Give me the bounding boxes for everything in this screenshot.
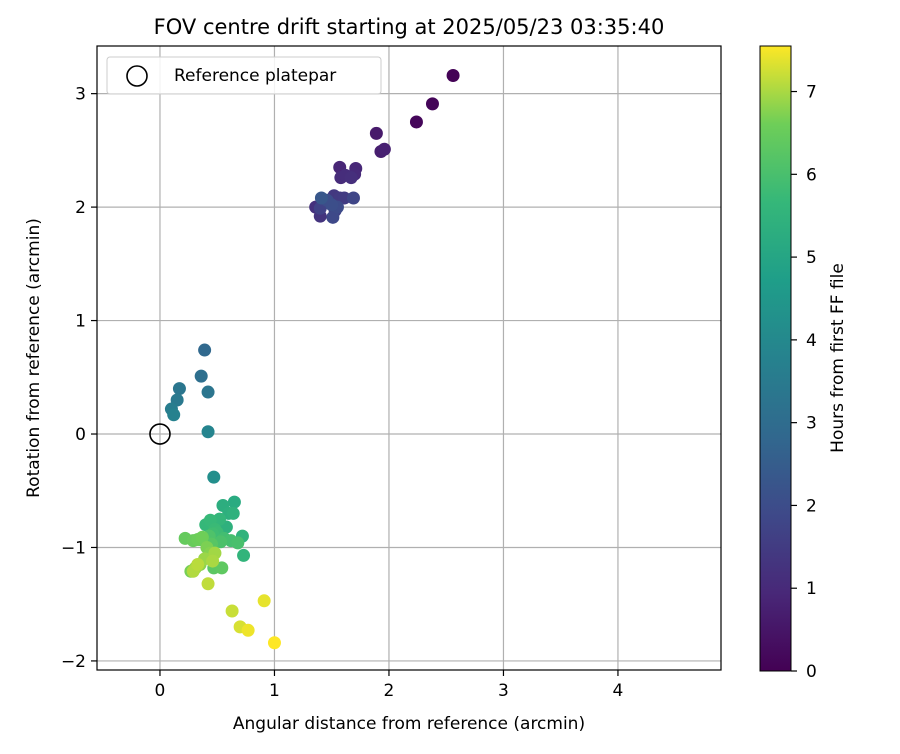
data-point	[231, 536, 245, 550]
x-tick-label: 3	[498, 681, 509, 701]
data-point	[446, 68, 460, 82]
data-point	[325, 198, 339, 212]
data-point	[194, 369, 208, 383]
data-point	[377, 142, 391, 156]
colorbar-label: Hours from first FF file	[828, 263, 848, 453]
legend: Reference platepar	[106, 56, 382, 95]
data-point	[237, 548, 251, 562]
data-point	[201, 385, 215, 399]
data-point	[227, 495, 241, 509]
x-axis-label: Angular distance from reference (arcmin)	[233, 714, 585, 734]
data-point	[344, 171, 358, 185]
y-tick-label: 0	[75, 425, 86, 445]
colorbar-tick-label: 3	[806, 414, 817, 434]
data-point	[191, 557, 205, 571]
data-point	[207, 470, 221, 484]
data-point	[346, 191, 360, 205]
y-tick-label: 3	[75, 85, 86, 105]
colorbar: 0 1 2 3 4 5 6 7 Hours from first FF file	[759, 45, 848, 682]
data-point	[167, 408, 181, 422]
x-tick-label: 1	[269, 681, 280, 701]
data-point	[369, 126, 383, 140]
data-point	[241, 623, 255, 637]
x-axis-ticks: 0 1 2 3 4	[155, 670, 624, 701]
x-tick-label: 4	[613, 681, 624, 701]
data-point	[198, 343, 212, 357]
data-point	[172, 382, 186, 396]
reference-platepar-marker	[149, 423, 171, 445]
colorbar-tick-label: 6	[806, 165, 817, 185]
y-tick-label: 1	[75, 312, 86, 332]
chart-title: FOV centre drift starting at 2025/05/23 …	[154, 15, 665, 39]
data-point	[314, 191, 328, 205]
y-tick-label: −2	[61, 652, 86, 672]
data-point	[195, 530, 209, 544]
colorbar-ticks: 0 1 2 3 4 5 6 7	[791, 83, 817, 682]
data-point	[201, 425, 215, 439]
data-point	[201, 577, 215, 591]
y-axis-ticks: −2 −1 0 1 2 3	[61, 85, 97, 672]
colorbar-tick-label: 7	[806, 83, 817, 103]
colorbar-tick-label: 5	[806, 248, 817, 268]
colorbar-tick-label: 1	[806, 579, 817, 599]
colorbar-tick-label: 4	[806, 331, 817, 351]
y-tick-label: −1	[61, 538, 86, 558]
data-point	[337, 191, 351, 205]
colorbar-tick-label: 2	[806, 496, 817, 516]
colorbar-gradient	[759, 45, 792, 672]
data-point	[409, 115, 423, 129]
legend-entry-reference-platepar: Reference platepar	[174, 66, 336, 86]
data-point	[226, 506, 240, 520]
legend-box	[106, 56, 382, 95]
plot-frame	[96, 45, 722, 671]
data-point	[326, 210, 340, 224]
y-tick-label: 2	[75, 198, 86, 218]
data-point	[257, 594, 271, 608]
x-tick-label: 2	[384, 681, 395, 701]
data-point	[225, 604, 239, 618]
colorbar-tick-label: 0	[806, 662, 817, 682]
x-tick-label: 0	[155, 681, 166, 701]
data-point	[206, 554, 220, 568]
data-point	[215, 561, 229, 575]
legend-marker	[126, 65, 148, 87]
data-point	[425, 97, 439, 111]
data-point	[267, 636, 281, 650]
y-axis-label: Rotation from reference (arcmin)	[24, 218, 44, 498]
data-points	[164, 68, 460, 650]
